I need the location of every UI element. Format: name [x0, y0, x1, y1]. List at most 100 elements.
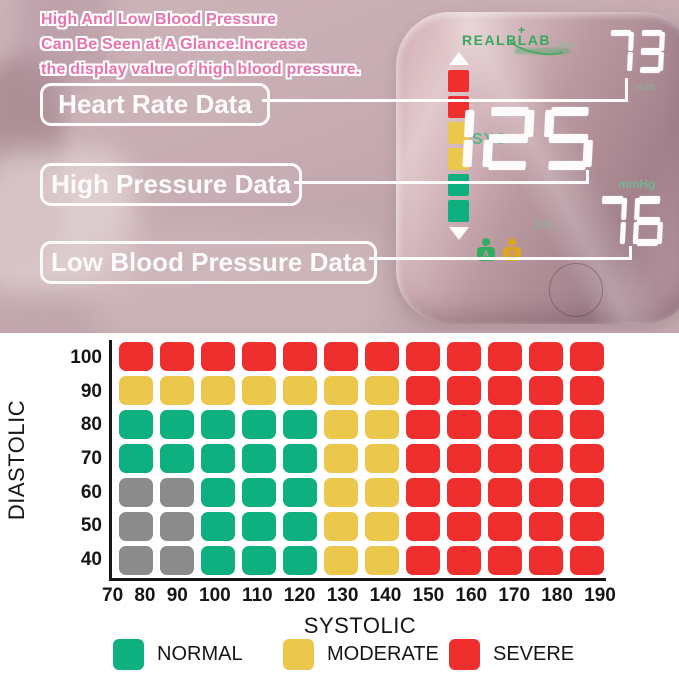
grid-cell-yellow: [324, 444, 358, 473]
grid-cell-yellow: [242, 376, 276, 405]
dia-label: DIA: [533, 217, 556, 232]
grid-cell-yellow: [201, 376, 235, 405]
grid-cell-red: [529, 444, 563, 473]
grid-cell-red: [447, 512, 481, 541]
grid-cell-red: [365, 342, 399, 371]
grid-cell-red: [570, 478, 604, 507]
pulse-reading: [606, 30, 670, 73]
grid-cell-red: [324, 342, 358, 371]
grid-cell-red: [447, 546, 481, 575]
y-tick-label: 100: [70, 346, 102, 368]
legend-swatch: [283, 638, 314, 670]
callout-high-pressure-label: High Pressure Data: [51, 169, 291, 199]
bp-monitor-device: REALBLAB + min min SYS mmHg DIA AB: [396, 12, 679, 324]
grid-cell-yellow: [160, 376, 194, 405]
x-axis-line: [109, 578, 606, 581]
grid-cell-red: [406, 376, 440, 405]
seven-segment-digit: [596, 196, 628, 246]
grid-cell-yellow: [365, 478, 399, 507]
grid-cell-red: [201, 342, 235, 371]
grid-cell-gray: [119, 478, 153, 507]
x-tick-label: 140: [369, 585, 402, 606]
headline-line-2: Can Be Seen at A Glance.Increase: [41, 35, 306, 53]
grid-cell-red: [119, 342, 153, 371]
legend-label: MODERATE: [327, 642, 439, 665]
grid-cell-red: [570, 410, 604, 439]
grid-cell-red: [488, 410, 522, 439]
legend-item-severe: SEVERE: [449, 638, 574, 670]
legend-swatch: [113, 638, 144, 670]
bp-range-chart: DIASTOLIC 100 90 80 70 60 50 40 70 80 90 100 110 12…: [0, 333, 679, 678]
marketing-headline: High And Low Blood Pressure Can Be Seen …: [41, 8, 360, 82]
grid-cell-green: [119, 444, 153, 473]
indicator-segment-green: [448, 200, 469, 222]
connector-line-heart-rate-vertical: [625, 78, 628, 102]
seven-segment-digit: [637, 30, 666, 73]
grid-cell-yellow: [365, 410, 399, 439]
indicator-arrow-up-icon: [449, 52, 469, 65]
grid-cell-red: [529, 478, 563, 507]
grid-cell-red: [160, 342, 194, 371]
connector-line-heart-rate: [262, 99, 628, 102]
grid-cell-red: [488, 342, 522, 371]
grid-cell-green: [201, 512, 235, 541]
hero-section: REALBLAB + min min SYS mmHg DIA AB: [0, 0, 679, 333]
x-tick-label: 150: [412, 585, 445, 606]
grid-cell-red: [406, 478, 440, 507]
x-tick-label: 180: [541, 585, 573, 606]
grid-cell-red: [447, 410, 481, 439]
grid-cell-red: [488, 376, 522, 405]
y-tick-label: 90: [80, 380, 102, 402]
grid-cell-green: [242, 478, 276, 507]
indicator-segment-yellow: [448, 122, 469, 144]
grid-cell-yellow: [324, 546, 358, 575]
x-axis-title: SYSTOLIC: [303, 613, 417, 638]
headline-line-3: the display value of high blood pressure…: [41, 60, 361, 78]
logo-swoosh-icon: [501, 17, 575, 61]
grid-cell-red: [406, 546, 440, 575]
grid-cell-red: [570, 376, 604, 405]
grid-cell-red: [406, 410, 440, 439]
y-axis-tick-labels: 100 90 80 70 60 50 40: [28, 341, 102, 577]
grid-cell-yellow: [324, 512, 358, 541]
callout-low-pressure: Low Blood Pressure Data: [40, 241, 377, 284]
grid-cell-green: [283, 410, 317, 439]
mmhg-label: mmHg: [618, 177, 656, 191]
plus-icon: +: [518, 23, 527, 37]
diastolic-reading: [596, 196, 673, 246]
grid-cell-red: [447, 342, 481, 371]
seven-segment-digit: [422, 107, 475, 170]
grid-cell-yellow: [365, 376, 399, 405]
indicator-arrow-down-icon: [449, 227, 469, 240]
y-tick-label: 50: [80, 515, 102, 537]
grid-cell-red: [283, 342, 317, 371]
callout-high-pressure: High Pressure Data: [40, 163, 302, 206]
y-tick-label: 40: [80, 549, 102, 571]
grid-cell-red: [529, 410, 563, 439]
grid-cell-red: [406, 342, 440, 371]
x-tick-label: 70: [102, 585, 124, 606]
grid-cell-yellow: [324, 478, 358, 507]
grid-cell-red: [242, 342, 276, 371]
grid-cell-green: [201, 546, 235, 575]
grid-cell-green: [242, 546, 276, 575]
x-tick-label: 190: [584, 585, 616, 606]
grid-cell-red: [447, 478, 481, 507]
grid-cell-gray: [160, 478, 194, 507]
grid-cell-red: [488, 478, 522, 507]
legend-item-normal: NORMAL: [113, 638, 243, 670]
x-tick-label: 80: [134, 585, 156, 606]
grid-cell-red: [570, 546, 604, 575]
connector-line-high-pressure-vertical: [586, 170, 589, 184]
x-tick-label: 130: [326, 585, 359, 606]
grid-cell-gray: [160, 512, 194, 541]
connector-line-low-pressure: [369, 257, 632, 260]
grid-cell-red: [406, 512, 440, 541]
systolic-reading: [422, 107, 605, 170]
y-tick-label: 80: [80, 414, 102, 436]
connector-line-high-pressure: [294, 181, 589, 184]
y-axis-title-text: DIASTOLIC: [4, 399, 29, 521]
seven-segment-digit: [606, 30, 635, 73]
grid-cell-red: [529, 512, 563, 541]
grid-cell-green: [160, 410, 194, 439]
